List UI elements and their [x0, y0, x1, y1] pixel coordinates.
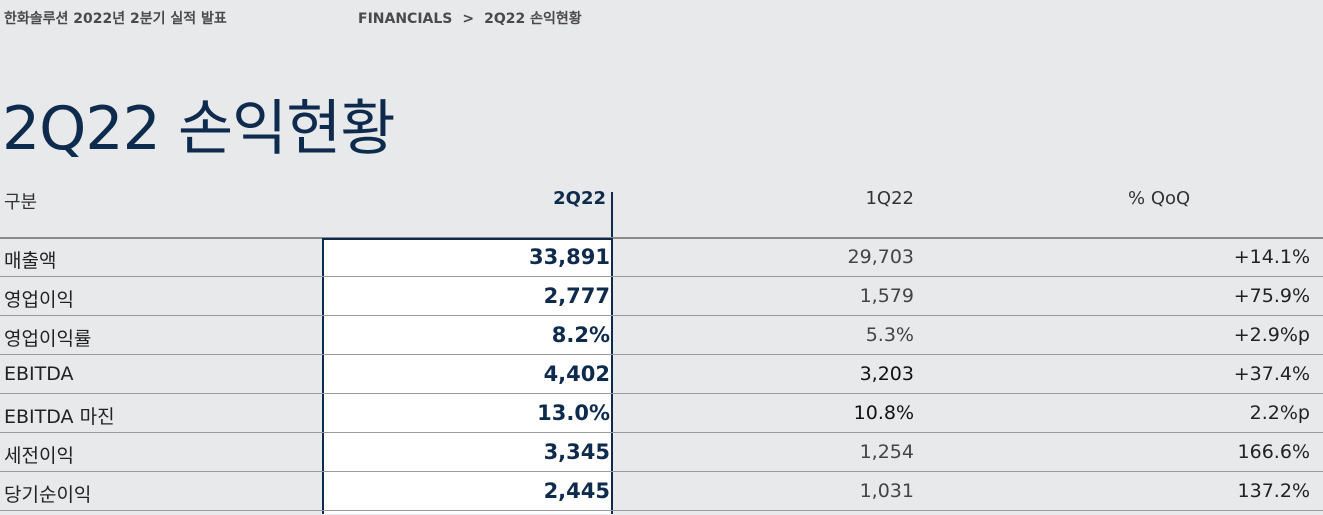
highlight-column-box: [322, 238, 613, 514]
highlight-column-tick: [611, 192, 613, 238]
row-current-value: 2,445: [543, 479, 610, 503]
income-statement-table: 구분 2Q22 1Q22 % QoQ 매출액 33,891 29,703 +14…: [0, 180, 1323, 515]
breadcrumb-separator: >: [462, 11, 475, 27]
row-current-value: 2,777: [543, 284, 610, 308]
row-divider: [0, 471, 1323, 472]
row-previous-value: 29,703: [847, 246, 914, 268]
table-row: 영업이익률 8.2% 5.3% +2.9%p: [0, 316, 1323, 355]
breadcrumb: FINANCIALS >2Q22 손익현황: [358, 8, 582, 28]
page-title: 2Q22 손익현황: [2, 94, 396, 164]
header-divider: [0, 237, 1323, 239]
row-previous-value: 1,254: [859, 441, 914, 463]
row-label: 매출액: [4, 250, 57, 272]
row-current-value: 33,891: [528, 245, 610, 269]
row-previous-value: 1,031: [859, 480, 914, 502]
column-header-label: 구분: [4, 192, 38, 213]
column-header-change: % QoQ: [1128, 188, 1191, 209]
row-divider: [0, 354, 1323, 355]
row-change-value: +14.1%: [1233, 246, 1310, 268]
table-row: 당기순이익 2,445 1,031 137.2%: [0, 472, 1323, 511]
table-row: EBITDA 4,402 3,203 +37.4%: [0, 355, 1323, 394]
row-divider: [0, 393, 1323, 394]
row-current-value: 13.0%: [537, 401, 610, 425]
row-label: 당기순이익: [4, 484, 92, 506]
breadcrumb-page: 2Q22 손익현황: [484, 11, 582, 27]
top-bar: 한화솔루션 2022년 2분기 실적 발표 FINANCIALS >2Q22 손익…: [4, 8, 1323, 30]
document-title: 한화솔루션 2022년 2분기 실적 발표: [4, 11, 227, 27]
row-divider: [0, 432, 1323, 433]
row-label: 세전이익: [4, 445, 74, 467]
row-change-value: +37.4%: [1233, 363, 1310, 385]
row-change-value: 2.2%p: [1249, 402, 1310, 424]
table-row: EBITDA 마진 13.0% 10.8% 2.2%p: [0, 394, 1323, 433]
row-label: 영업이익률: [4, 328, 92, 350]
row-change-value: +75.9%: [1233, 285, 1310, 307]
row-previous-value: 1,579: [859, 285, 914, 307]
row-label: EBITDA 마진: [4, 406, 115, 428]
row-current-value: 8.2%: [551, 323, 610, 347]
row-current-value: 4,402: [543, 362, 610, 386]
row-change-value: 137.2%: [1237, 480, 1310, 502]
row-label: 영업이익: [4, 289, 74, 311]
row-previous-value: 5.3%: [865, 324, 914, 346]
row-current-value: 3,345: [543, 440, 610, 464]
row-divider: [0, 510, 1323, 511]
row-previous-value: 3,203: [859, 363, 914, 385]
row-change-value: +2.9%p: [1233, 324, 1310, 346]
row-previous-value: 10.8%: [853, 402, 914, 424]
row-divider: [0, 315, 1323, 316]
column-header-current: 2Q22: [553, 188, 606, 209]
table-row: 매출액 33,891 29,703 +14.1%: [0, 238, 1323, 277]
column-header-previous: 1Q22: [865, 188, 914, 209]
row-divider: [0, 276, 1323, 277]
row-label: EBITDA: [4, 363, 74, 385]
row-change-value: 166.6%: [1237, 441, 1310, 463]
breadcrumb-section[interactable]: FINANCIALS: [358, 11, 453, 27]
table-row: 세전이익 3,345 1,254 166.6%: [0, 433, 1323, 472]
table-row: 영업이익 2,777 1,579 +75.9%: [0, 277, 1323, 316]
